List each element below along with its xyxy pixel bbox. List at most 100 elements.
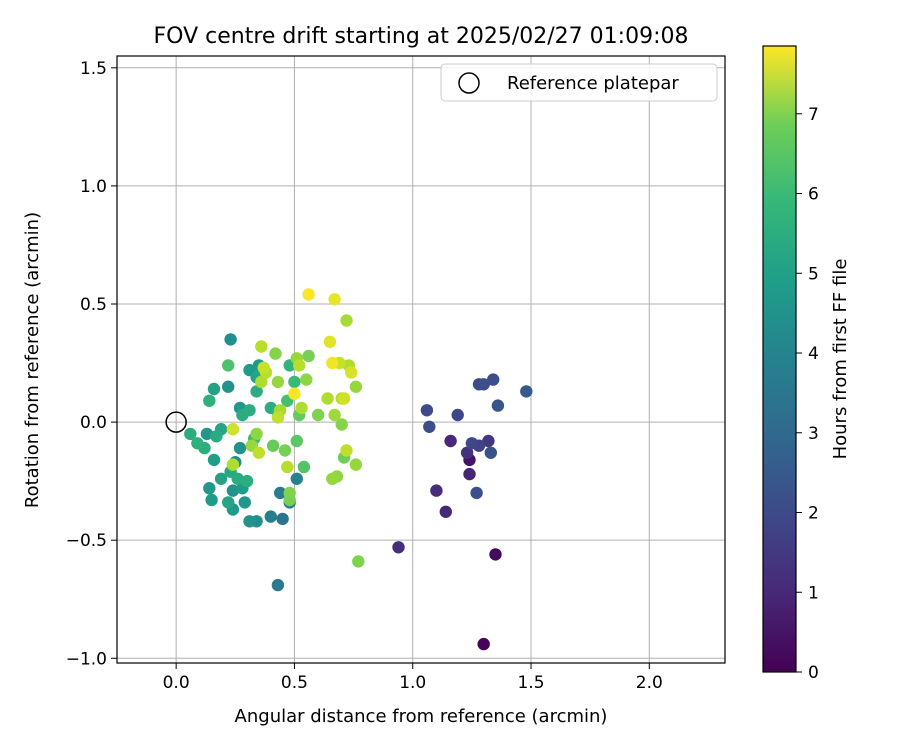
data-point [250, 427, 263, 441]
y-tick-label: −0.5 [66, 531, 107, 551]
data-point [288, 375, 301, 389]
data-point [240, 474, 254, 488]
data-point [302, 288, 315, 301]
data-point [233, 441, 247, 455]
data-point [345, 366, 358, 379]
data-point [300, 373, 313, 386]
data-point [238, 496, 251, 509]
data-point [266, 439, 280, 452]
data-point [243, 515, 256, 528]
y-axis-label: Rotation from reference (arcmin) [22, 212, 43, 508]
data-point [191, 437, 204, 450]
data-point [328, 293, 341, 306]
data-point [271, 578, 285, 592]
data-point [340, 444, 353, 457]
data-point [224, 333, 237, 346]
x-axis-label: Angular distance from reference (arcmin) [235, 706, 608, 727]
y-tick-label: 0.5 [80, 295, 107, 315]
data-point [491, 399, 505, 412]
data-point [482, 434, 495, 448]
data-point [311, 408, 325, 422]
data-point [210, 430, 223, 443]
colorbar-gradient [762, 45, 797, 673]
colorbar: 0 1 2 3 4 5 6 7 Hours from first FF file [762, 45, 851, 683]
reference-marker-layer [165, 411, 187, 433]
data-point [281, 460, 294, 474]
colorbar-tick-label: 1 [808, 583, 819, 603]
data-point [255, 340, 268, 353]
data-point [520, 385, 533, 398]
data-point [257, 361, 270, 374]
data-point [423, 420, 436, 433]
data-point [214, 472, 228, 485]
data-point [444, 434, 457, 448]
data-point [283, 486, 296, 500]
plot-frame [116, 55, 726, 664]
data-point [274, 486, 287, 500]
data-point [328, 408, 341, 422]
data-point [477, 378, 490, 391]
data-point [352, 555, 365, 568]
data-point [255, 375, 268, 389]
legend-label: Reference platepar [507, 73, 679, 94]
colorbar-tick-label: 3 [808, 424, 819, 444]
colorbar-ticks: 0 1 2 3 4 5 6 7 [796, 105, 819, 683]
data-point [226, 484, 240, 497]
data-point [231, 472, 244, 485]
data-point [430, 484, 443, 497]
data-point [392, 541, 405, 554]
data-point [184, 427, 197, 441]
data-point [252, 446, 266, 459]
y-axis-ticks: −1.0 −0.5 0.0 0.5 1.0 1.5 [66, 59, 117, 669]
plot-area [116, 55, 726, 664]
y-tick-label: 0.0 [80, 413, 107, 433]
data-point [207, 453, 221, 467]
colorbar-tick-label: 5 [808, 264, 819, 284]
data-point [302, 349, 315, 363]
data-point [293, 359, 306, 372]
data-point [465, 437, 479, 450]
legend-box [440, 63, 718, 102]
data-point [264, 510, 277, 523]
data-point [226, 458, 240, 471]
y-tick-label: 1.5 [80, 59, 107, 79]
data-point [290, 472, 303, 485]
x-axis-ticks: 0.0 0.5 1.0 1.5 2.0 [163, 663, 663, 693]
data-point [326, 472, 339, 485]
x-tick-label: 1.0 [399, 673, 426, 693]
chart-title: FOV centre drift starting at 2025/02/27 … [154, 24, 689, 49]
y-tick-label: 1.0 [80, 177, 107, 197]
y-tick-label: −1.0 [66, 649, 107, 669]
legend: Reference platepar [440, 63, 718, 102]
data-point [278, 444, 292, 457]
data-point [203, 394, 216, 407]
data-point [489, 548, 502, 561]
data-point [487, 373, 500, 386]
data-point [323, 335, 337, 348]
x-tick-label: 0.5 [281, 673, 308, 693]
data-point [271, 411, 285, 424]
data-point [420, 404, 434, 417]
x-tick-label: 0.0 [163, 673, 190, 693]
data-point [451, 408, 464, 422]
reference-legend-icon [458, 72, 480, 94]
data-point [276, 512, 289, 526]
plot-background [117, 56, 725, 663]
data-point [340, 314, 353, 327]
data-point [297, 460, 311, 474]
data-point [288, 387, 301, 400]
data-point [243, 404, 256, 417]
data-point [463, 467, 476, 481]
data-point [200, 427, 214, 441]
data-point [477, 637, 490, 651]
data-point [250, 385, 263, 398]
data-point [290, 434, 303, 448]
data-point [326, 356, 339, 370]
data-point [321, 392, 334, 405]
data-point [349, 458, 363, 471]
data-point [470, 486, 483, 500]
colorbar-tick-label: 0 [808, 663, 819, 683]
reference-marker [165, 411, 187, 433]
data-point [226, 423, 240, 436]
